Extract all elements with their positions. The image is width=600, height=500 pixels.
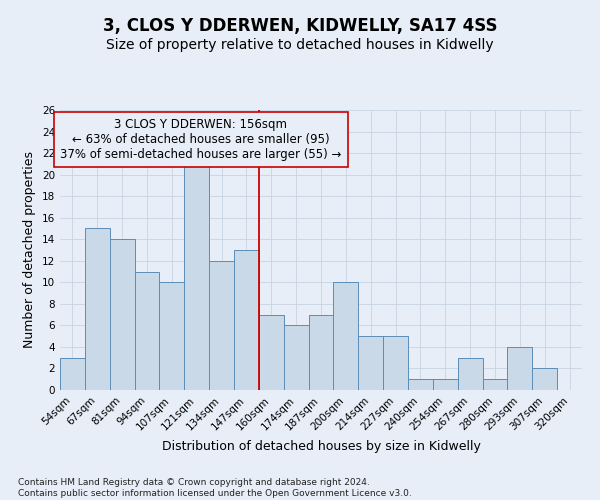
Bar	[334, 282, 358, 390]
Bar	[110, 239, 134, 390]
Text: 3 CLOS Y DDERWEN: 156sqm
← 63% of detached houses are smaller (95)
37% of semi-d: 3 CLOS Y DDERWEN: 156sqm ← 63% of detach…	[60, 118, 341, 162]
Bar	[358, 336, 383, 390]
Bar	[209, 261, 234, 390]
Bar	[85, 228, 110, 390]
Bar	[60, 358, 85, 390]
Y-axis label: Number of detached properties: Number of detached properties	[23, 152, 37, 348]
Bar	[284, 326, 308, 390]
Text: Size of property relative to detached houses in Kidwelly: Size of property relative to detached ho…	[106, 38, 494, 52]
Bar	[259, 314, 284, 390]
Bar	[134, 272, 160, 390]
Bar	[482, 379, 508, 390]
Bar	[458, 358, 482, 390]
Bar	[433, 379, 458, 390]
Bar	[383, 336, 408, 390]
X-axis label: Distribution of detached houses by size in Kidwelly: Distribution of detached houses by size …	[161, 440, 481, 453]
Bar	[532, 368, 557, 390]
Bar	[508, 347, 532, 390]
Text: Contains HM Land Registry data © Crown copyright and database right 2024.
Contai: Contains HM Land Registry data © Crown c…	[18, 478, 412, 498]
Bar	[234, 250, 259, 390]
Bar	[308, 314, 334, 390]
Bar	[408, 379, 433, 390]
Bar	[184, 164, 209, 390]
Bar	[160, 282, 184, 390]
Text: 3, CLOS Y DDERWEN, KIDWELLY, SA17 4SS: 3, CLOS Y DDERWEN, KIDWELLY, SA17 4SS	[103, 18, 497, 36]
